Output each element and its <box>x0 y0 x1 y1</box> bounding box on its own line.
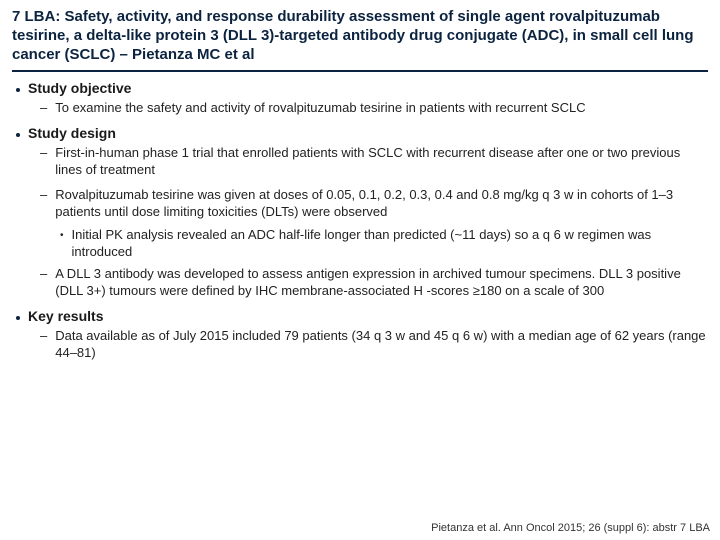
list-item: Rovalpituzumab tesirine was given at dos… <box>40 187 708 221</box>
item-list: Data available as of July 2015 included … <box>12 328 708 362</box>
list-item: First-in-human phase 1 trial that enroll… <box>40 145 708 179</box>
section-study-design: Study design First-in-human phase 1 tria… <box>12 125 708 300</box>
sub-item-list: Initial PK analysis revealed an ADC half… <box>12 227 708 261</box>
section-study-objective: Study objective To examine the safety an… <box>12 80 708 117</box>
item-list: A DLL 3 antibody was developed to assess… <box>12 266 708 300</box>
sub-list-item: Initial PK analysis revealed an ADC half… <box>60 227 708 261</box>
bullet-icon <box>16 88 20 92</box>
section-heading: Study design <box>28 125 116 141</box>
list-item: A DLL 3 antibody was developed to assess… <box>40 266 708 300</box>
section-key-results: Key results Data available as of July 20… <box>12 308 708 362</box>
section-heading: Study objective <box>28 80 131 96</box>
slide-title: 7 LBA: Safety, activity, and response du… <box>12 8 708 72</box>
citation: Pietanza et al. Ann Oncol 2015; 26 (supp… <box>431 522 710 534</box>
item-list: To examine the safety and activity of ro… <box>12 100 708 117</box>
list-item: To examine the safety and activity of ro… <box>40 100 708 117</box>
section-heading: Key results <box>28 308 103 324</box>
list-item: Data available as of July 2015 included … <box>40 328 708 362</box>
bullet-icon <box>16 133 20 137</box>
section-list: Study objective To examine the safety an… <box>12 80 708 362</box>
item-list: First-in-human phase 1 trial that enroll… <box>12 145 708 221</box>
bullet-icon <box>16 316 20 320</box>
